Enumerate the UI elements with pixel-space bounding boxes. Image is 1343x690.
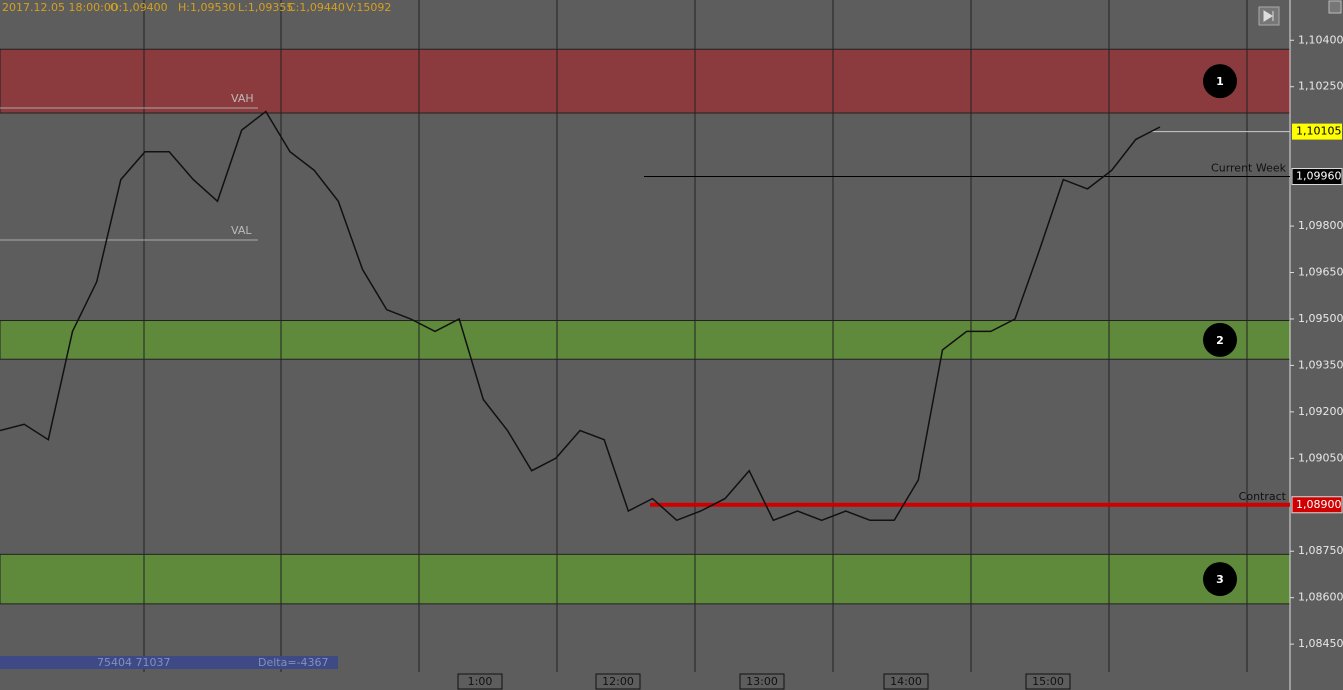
profile-label: VAH — [231, 92, 254, 105]
price-tag-label: 1,08900 — [1296, 498, 1342, 511]
time-label: 15:00 — [1032, 675, 1064, 688]
price-tag — [1291, 168, 1343, 186]
last-price-tag — [1292, 123, 1342, 140]
y-tick-label: 1,10250 — [1298, 80, 1343, 93]
time-label: 1:00 — [468, 675, 493, 688]
scroll-icon — [1263, 10, 1274, 22]
y-tick-label: 1,09050 — [1298, 451, 1343, 464]
zone-label: 1 — [1216, 75, 1224, 88]
zone-label: 3 — [1216, 573, 1224, 586]
zone — [0, 553, 1291, 605]
time-box — [1025, 673, 1071, 690]
time-box — [595, 673, 641, 690]
time-box — [883, 673, 929, 690]
zone-label: 2 — [1216, 334, 1224, 347]
y-tick-label: 1,09800 — [1298, 219, 1343, 232]
price-tag-label: 1,09960 — [1296, 170, 1342, 183]
footer-text: 75404 71037 — [97, 656, 170, 669]
y-tick-label: 1,09650 — [1298, 266, 1343, 279]
y-tick-label: 1,10400 — [1298, 33, 1343, 46]
price-tag — [1291, 496, 1343, 514]
header-text: 2017.12.05 18:00:00 — [2, 1, 118, 14]
zone — [0, 320, 1291, 360]
zone-badge — [1203, 322, 1237, 357]
time-label: 12:00 — [602, 675, 634, 688]
header-text: V:15092 — [346, 1, 391, 14]
time-box — [457, 673, 503, 690]
footer-box — [0, 656, 338, 669]
header-text: C:1,09440 — [288, 1, 345, 14]
time-box — [739, 673, 785, 690]
corner-button[interactable] — [1328, 0, 1342, 14]
y-tick-label: 1,08750 — [1298, 544, 1343, 557]
price-line — [0, 110, 1161, 522]
time-label: 13:00 — [746, 675, 778, 688]
footer-text: Delta=-4367 — [258, 656, 329, 669]
level-label: Contract — [1239, 490, 1287, 503]
zone-badge — [1203, 64, 1237, 99]
y-tick-label: 1,09200 — [1298, 405, 1343, 418]
last-price-label: 1,10105 — [1296, 125, 1342, 138]
y-tick-label: 1,08450 — [1298, 637, 1343, 650]
level-label: Current Week — [1211, 162, 1287, 175]
y-tick-label: 1,09350 — [1298, 358, 1343, 371]
time-label: 14:00 — [890, 675, 922, 688]
zone — [0, 48, 1291, 114]
y-tick-label: 1,08600 — [1298, 591, 1343, 604]
profile-label: VAL — [231, 224, 252, 237]
y-tick-label: 1,09500 — [1298, 312, 1343, 325]
header-text: O:1,09400 — [110, 1, 168, 14]
zone-badge — [1203, 562, 1237, 597]
header-text: H:1,09530 — [178, 1, 235, 14]
header-text: L:1,09355 — [238, 1, 293, 14]
